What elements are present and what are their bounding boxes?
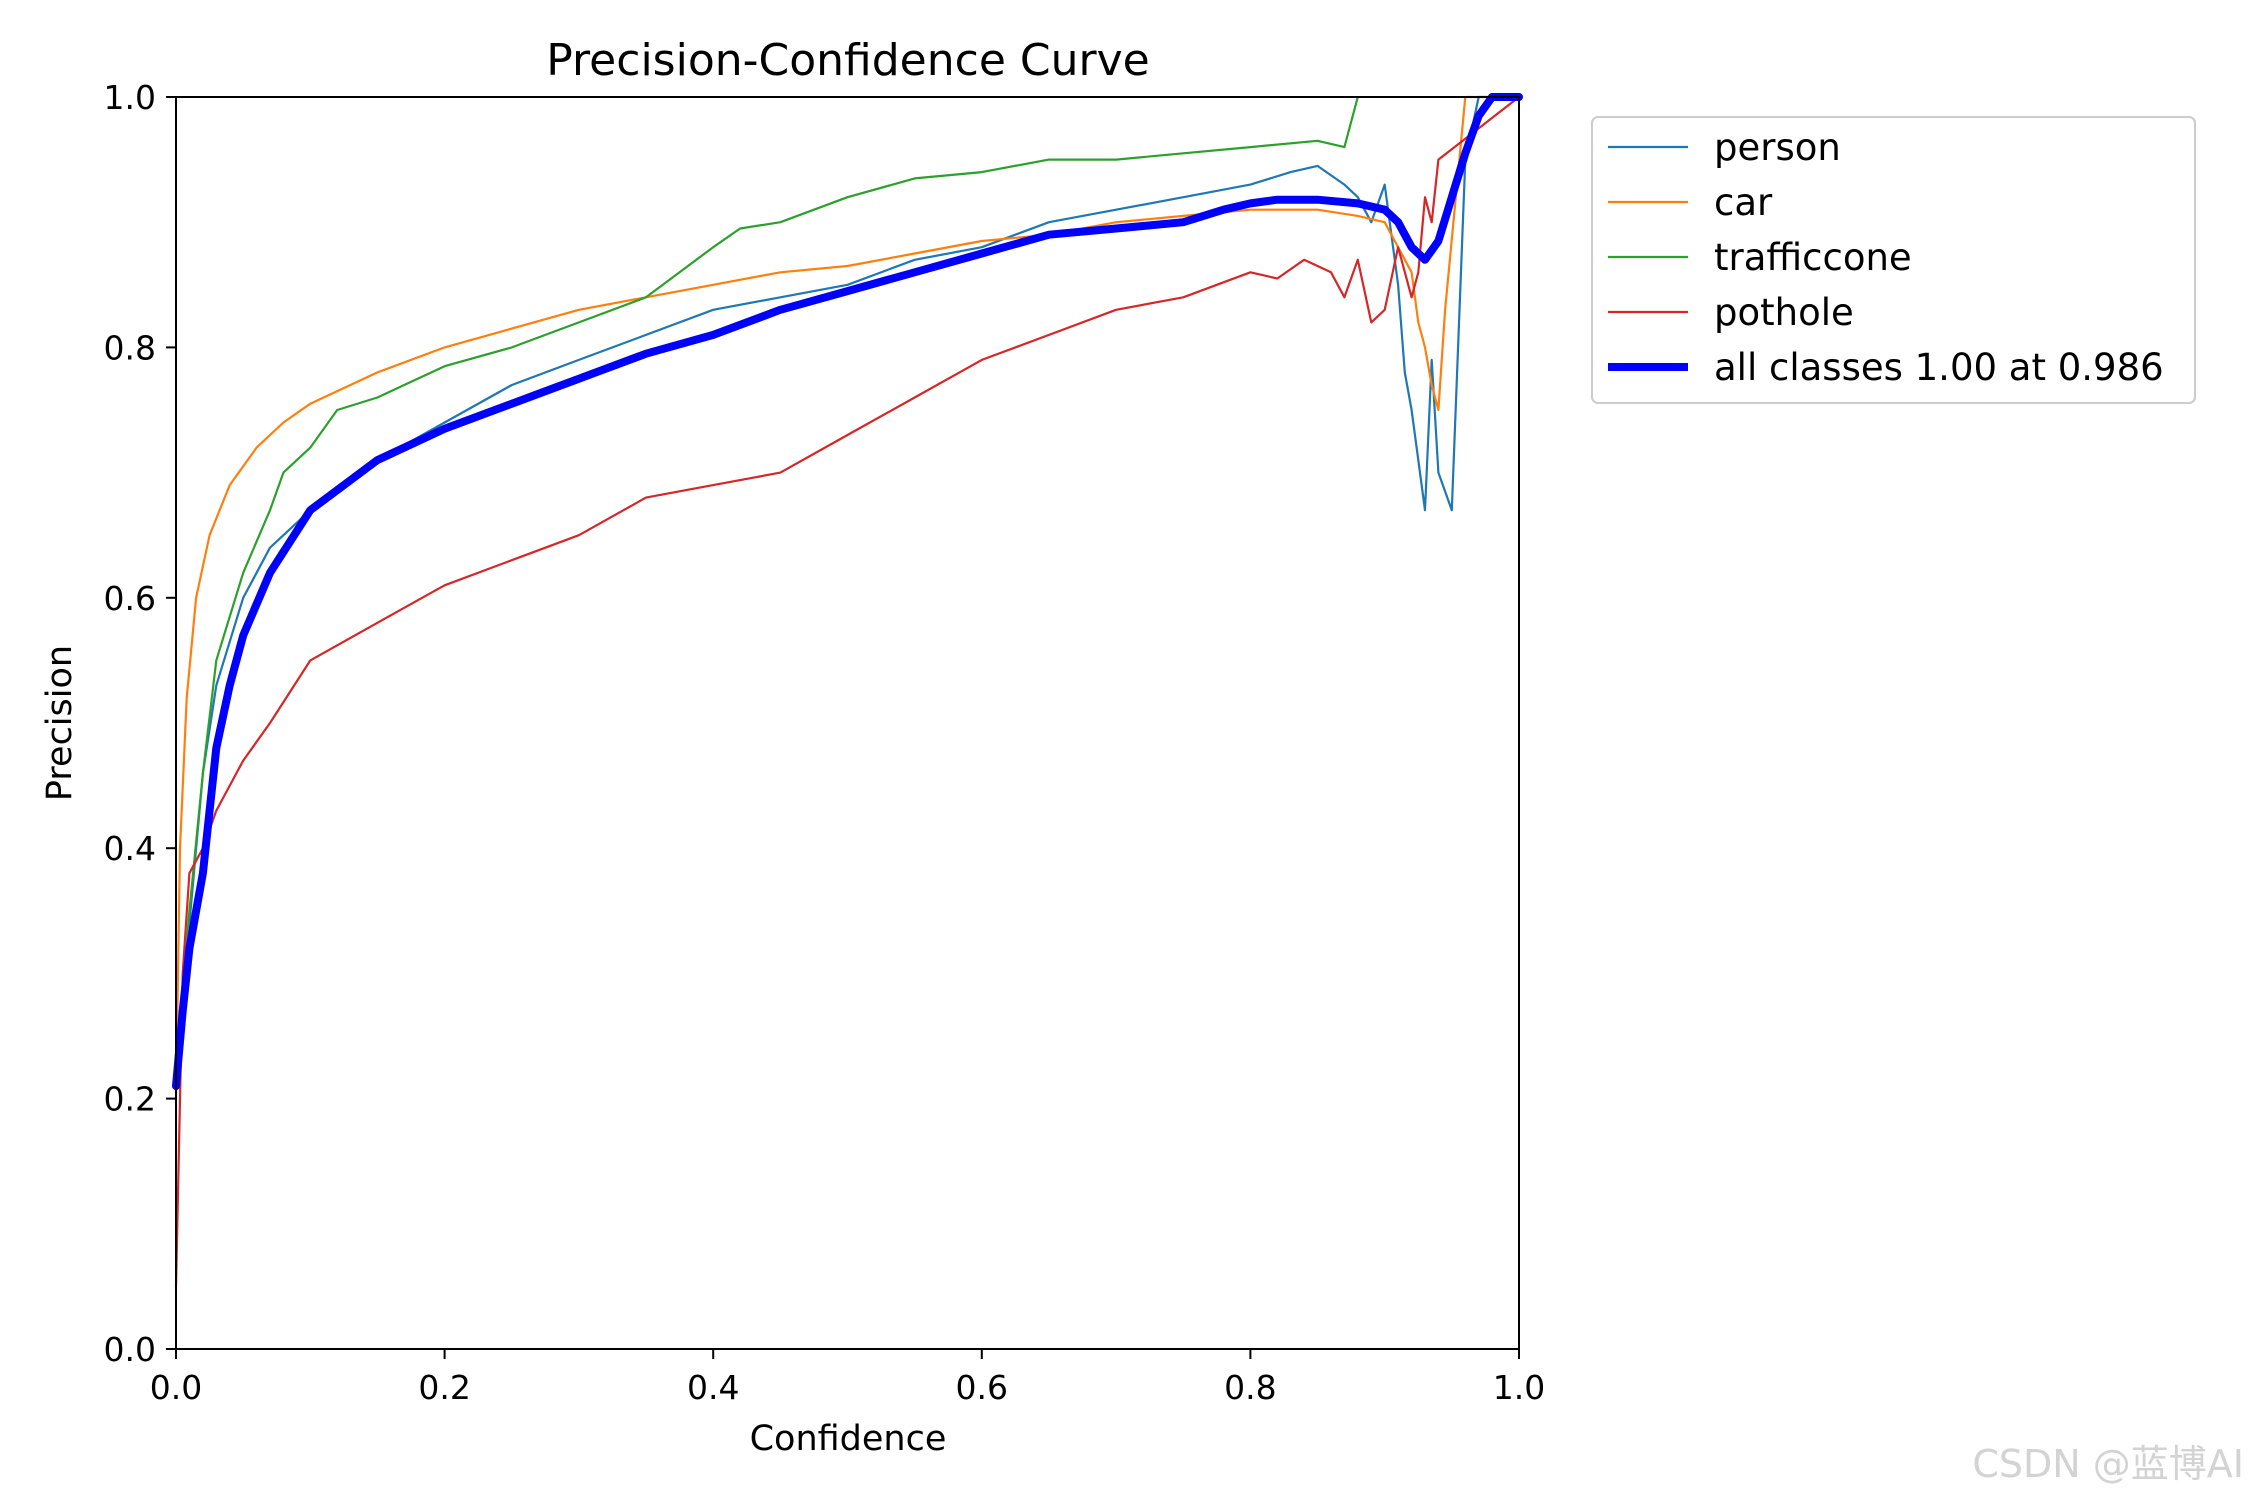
legend-items: person car trafficcone pothole all classes 1… xyxy=(1608,126,2164,389)
series-line-3 xyxy=(174,95,1521,1288)
x-axis-label: Confidence xyxy=(750,1419,947,1459)
plot-area xyxy=(176,97,1519,1349)
plot-frame xyxy=(175,96,1520,1350)
x-tick-label: 0.4 xyxy=(687,1368,739,1407)
series-line-0 xyxy=(174,95,1521,1088)
series-line-1 xyxy=(174,95,1521,1100)
y-axis-label: Precision xyxy=(40,645,80,801)
series-line-4 xyxy=(172,93,1523,1091)
chart-title: Precision-Confidence Curve xyxy=(546,35,1149,86)
y-tick-label: 0.6 xyxy=(104,579,156,618)
series-layer xyxy=(172,93,1523,1288)
x-tick-label: 0.6 xyxy=(956,1368,1008,1407)
y-tick-label: 1.0 xyxy=(104,78,156,117)
y-tick-label: 0.0 xyxy=(104,1330,156,1369)
legend-label-2: trafficcone xyxy=(1714,236,1912,279)
watermark: CSDN @蓝博AI xyxy=(1972,1442,2244,1486)
series-line-2 xyxy=(174,95,1359,1075)
x-tick-label: 0.0 xyxy=(150,1368,202,1407)
legend-label-4: all classes 1.00 at 0.986 xyxy=(1714,346,2164,389)
legend-frame xyxy=(1591,116,2196,404)
x-tick-label: 0.8 xyxy=(1224,1368,1276,1407)
legend-label-3: pothole xyxy=(1714,291,1854,334)
y-tick-label: 0.4 xyxy=(104,829,156,868)
y-tick-label: 0.2 xyxy=(104,1080,156,1119)
legend-label-1: car xyxy=(1714,181,1773,224)
y-axis-ticks: 0.0 0.2 0.4 0.6 0.8 1.0 xyxy=(104,78,176,1369)
legend: person car trafficcone pothole all classes 1… xyxy=(1591,116,2196,404)
x-tick-label: 0.2 xyxy=(418,1368,470,1407)
legend-label-0: person xyxy=(1714,126,1841,169)
y-tick-label: 0.8 xyxy=(104,328,156,367)
x-tick-label: 1.0 xyxy=(1493,1368,1545,1407)
x-axis-ticks: 0.0 0.2 0.4 0.6 0.8 1.0 xyxy=(150,1349,1545,1407)
